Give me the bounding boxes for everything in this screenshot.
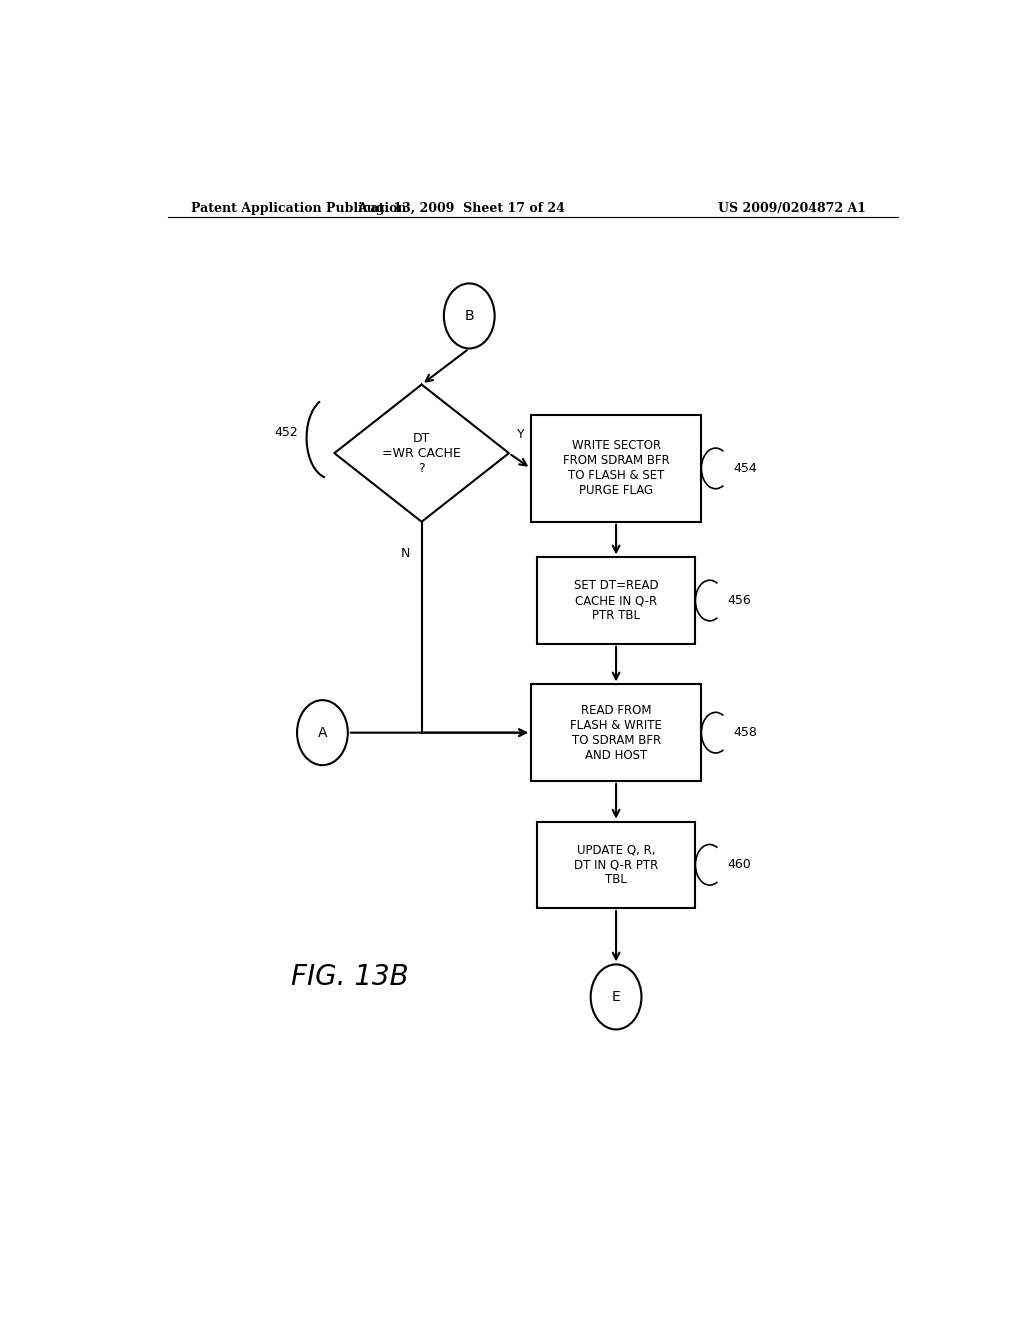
Text: N: N bbox=[401, 548, 411, 560]
Text: 454: 454 bbox=[733, 462, 757, 475]
Text: US 2009/0204872 A1: US 2009/0204872 A1 bbox=[718, 202, 866, 215]
Text: SET DT=READ
CACHE IN Q-R
PTR TBL: SET DT=READ CACHE IN Q-R PTR TBL bbox=[573, 579, 658, 622]
Text: 452: 452 bbox=[274, 426, 299, 440]
Text: UPDATE Q, R,
DT IN Q-R PTR
TBL: UPDATE Q, R, DT IN Q-R PTR TBL bbox=[573, 843, 658, 886]
Text: E: E bbox=[611, 990, 621, 1005]
Text: WRITE SECTOR
FROM SDRAM BFR
TO FLASH & SET
PURGE FLAG: WRITE SECTOR FROM SDRAM BFR TO FLASH & S… bbox=[563, 440, 670, 498]
Text: 460: 460 bbox=[727, 858, 751, 871]
Text: READ FROM
FLASH & WRITE
TO SDRAM BFR
AND HOST: READ FROM FLASH & WRITE TO SDRAM BFR AND… bbox=[570, 704, 662, 762]
Text: 458: 458 bbox=[733, 726, 757, 739]
Text: 456: 456 bbox=[727, 594, 751, 607]
Text: FIG. 13B: FIG. 13B bbox=[292, 962, 409, 990]
Bar bbox=[530, 414, 701, 521]
Bar bbox=[537, 821, 695, 908]
Text: Y: Y bbox=[517, 428, 524, 441]
Text: Aug. 13, 2009  Sheet 17 of 24: Aug. 13, 2009 Sheet 17 of 24 bbox=[357, 202, 565, 215]
Circle shape bbox=[297, 700, 348, 766]
Text: A: A bbox=[317, 726, 328, 739]
Circle shape bbox=[443, 284, 495, 348]
Text: DT
=WR CACHE
?: DT =WR CACHE ? bbox=[382, 432, 461, 475]
Text: Patent Application Publication: Patent Application Publication bbox=[191, 202, 407, 215]
Text: B: B bbox=[465, 309, 474, 323]
Bar bbox=[530, 684, 701, 781]
Circle shape bbox=[591, 965, 641, 1030]
Bar bbox=[537, 557, 695, 644]
Polygon shape bbox=[334, 384, 509, 521]
